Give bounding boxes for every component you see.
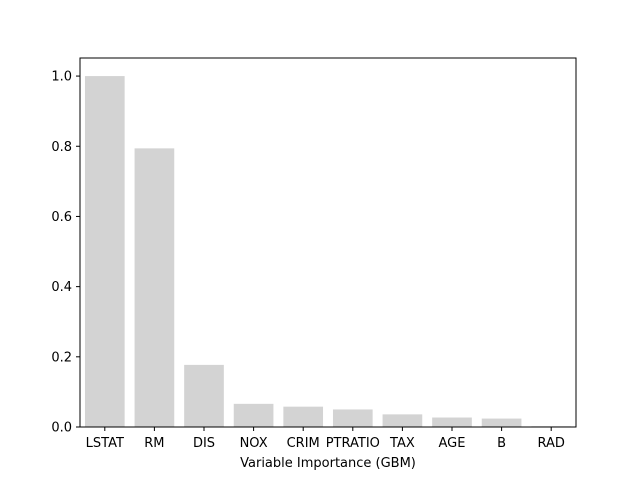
bar-ptratio: [332, 409, 373, 427]
x-tick-label: RM: [144, 436, 164, 451]
bar-b: [481, 418, 522, 427]
y-tick-label: 0.4: [51, 280, 72, 295]
bar-nox: [233, 403, 274, 427]
bar-crim: [283, 406, 324, 427]
bar-dis: [184, 364, 224, 427]
x-tick-label: LSTAT: [86, 436, 124, 451]
y-tick-label: 0.2: [51, 350, 72, 365]
bar-rm: [134, 148, 175, 427]
x-tick-label: RAD: [537, 436, 564, 451]
bar-tax: [382, 414, 423, 427]
y-axis-ticks: 0.0 0.2 0.4 0.6 0.8 1.0: [51, 70, 80, 436]
y-tick-label: 1.0: [51, 70, 72, 85]
x-tick-label: NOX: [240, 436, 268, 451]
y-tick-label: 0.6: [51, 210, 72, 225]
x-tick-label: TAX: [389, 436, 415, 451]
x-axis-ticks: LSTAT RM DIS NOX CRIM PTRATIO TAX AGE B RAD: [86, 427, 565, 451]
x-tick-label: CRIM: [287, 436, 320, 451]
x-tick-label: AGE: [439, 436, 466, 451]
bars-group: [84, 76, 572, 427]
x-tick-label: DIS: [193, 436, 215, 451]
y-tick-label: 0.0: [51, 421, 72, 436]
x-tick-label: B: [497, 436, 506, 451]
bar-lstat: [84, 76, 125, 427]
bar-age: [432, 417, 472, 427]
plot-frame: [79, 57, 577, 428]
y-tick-label: 0.8: [51, 140, 72, 155]
x-axis-label: Variable Importance (GBM): [240, 456, 416, 471]
x-tick-label: PTRATIO: [326, 436, 380, 451]
